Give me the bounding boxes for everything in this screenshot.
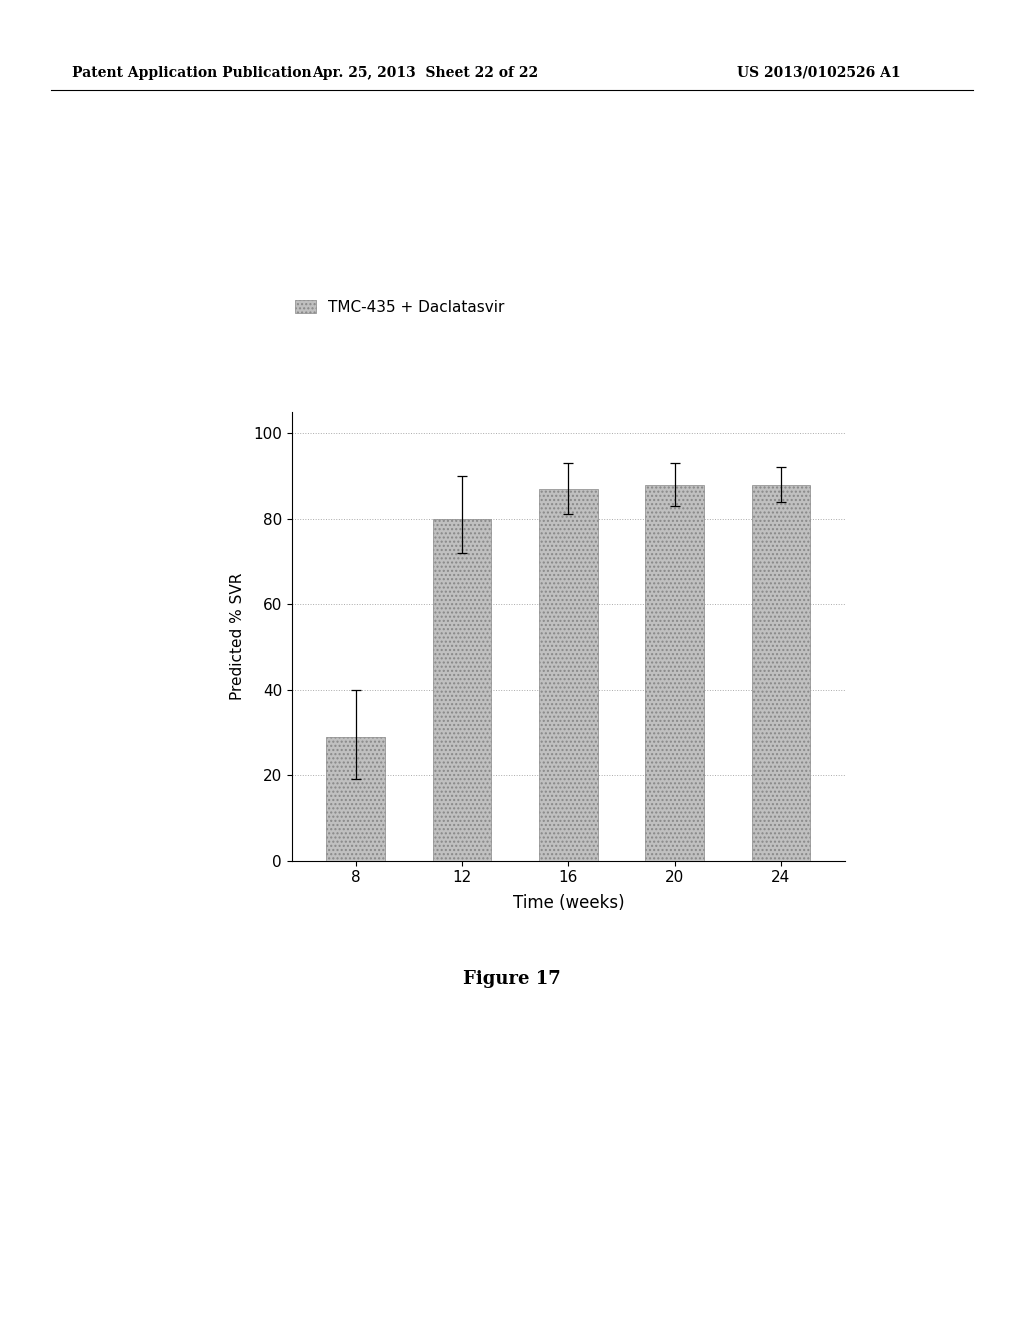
Text: Figure 17: Figure 17 <box>463 970 561 989</box>
Bar <box>433 519 492 861</box>
Legend: TMC-435 + Daclatasvir: TMC-435 + Daclatasvir <box>289 294 511 321</box>
X-axis label: Time (weeks): Time (weeks) <box>512 894 625 912</box>
Bar <box>752 484 810 861</box>
Y-axis label: Predicted % SVR: Predicted % SVR <box>230 573 245 700</box>
Bar <box>327 737 385 861</box>
Bar <box>645 484 703 861</box>
Bar <box>539 488 598 861</box>
Text: Apr. 25, 2013  Sheet 22 of 22: Apr. 25, 2013 Sheet 22 of 22 <box>312 66 538 79</box>
Text: US 2013/0102526 A1: US 2013/0102526 A1 <box>737 66 901 79</box>
Text: Patent Application Publication: Patent Application Publication <box>72 66 311 79</box>
